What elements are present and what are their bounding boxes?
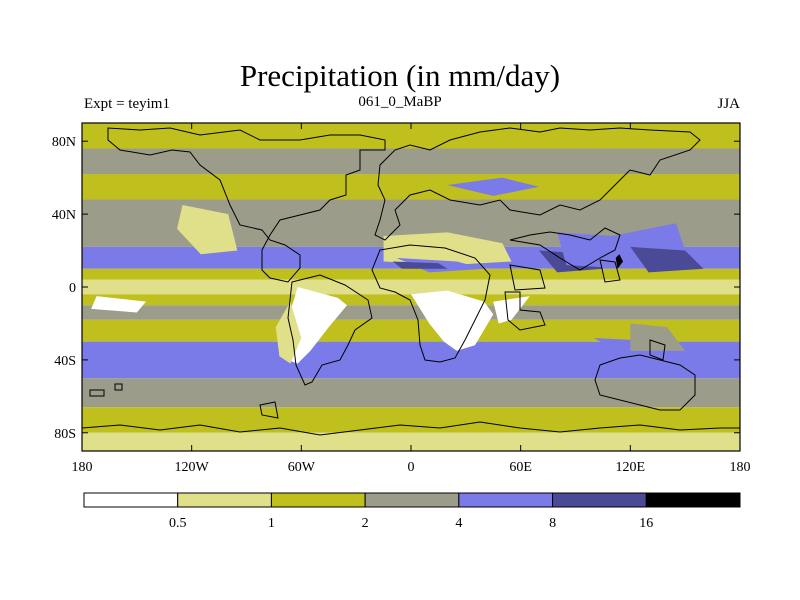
precip-patch <box>275 301 302 364</box>
colorbar-box <box>177 492 272 508</box>
season-label: JJA <box>717 96 740 112</box>
y-tick-label: 40N <box>52 208 76 223</box>
x-tick-label: 60W <box>288 460 316 475</box>
colorbar-box <box>552 492 647 508</box>
precip-patch <box>630 246 704 273</box>
experiment-label: Expt = teyim1 <box>84 96 170 112</box>
precip-band <box>82 432 740 451</box>
time-label: 061_0_MaBP <box>358 94 442 110</box>
coastlines <box>82 127 740 436</box>
y-tick-label: 80N <box>52 135 76 150</box>
colorbar-box <box>270 492 366 508</box>
x-tick-label: 120E <box>616 460 646 475</box>
colorbar-label: 0.5 <box>169 516 187 531</box>
colorbar-box <box>458 492 554 508</box>
x-tick-label: 180 <box>730 460 751 475</box>
precip-band <box>82 174 740 200</box>
precip-patch <box>100 341 265 375</box>
precip-band <box>82 407 740 433</box>
precip-band <box>82 294 740 306</box>
colorbar: 0.5 1 2 4 8 16 <box>83 492 741 531</box>
x-tick-label: 60E <box>509 460 532 475</box>
precip-patch <box>392 261 448 269</box>
y-tick-label: 80S <box>54 427 76 442</box>
colorbar-box <box>83 492 179 508</box>
precip-band <box>82 148 740 175</box>
axes: 180 120W 60W 0 60E 120E 180 80N 40N 0 40S 80S <box>52 123 751 475</box>
colorbar-label: 1 <box>268 516 275 531</box>
chart-title: Precipitation (in mm/day) <box>239 58 561 93</box>
precip-patch <box>493 296 530 324</box>
y-tick-label: 0 <box>69 281 76 296</box>
colorbar-label: 8 <box>549 516 556 531</box>
y-tick-label: 40S <box>54 354 76 369</box>
precip-patch <box>177 205 238 255</box>
precip-patch <box>593 338 722 369</box>
colorbar-label: 2 <box>362 516 369 531</box>
x-tick-label: 120W <box>175 460 210 475</box>
precip-band <box>82 319 740 342</box>
x-tick-label: 0 <box>408 460 415 475</box>
precip-patch <box>615 254 624 269</box>
precip-patch <box>630 323 686 351</box>
precip-band <box>82 268 740 280</box>
colorbar-label: 4 <box>455 516 462 531</box>
colorbar-box <box>364 492 460 508</box>
precip-band <box>82 305 740 320</box>
colorbar-box <box>645 492 741 508</box>
precip-patch <box>447 177 539 196</box>
precip-patch <box>411 290 494 351</box>
precip-band <box>82 378 740 408</box>
precip-field <box>82 123 740 451</box>
precip-band <box>82 279 740 295</box>
colorbar-label: 16 <box>639 516 653 531</box>
x-tick-label: 180 <box>72 460 93 475</box>
precip-patch <box>91 296 146 313</box>
